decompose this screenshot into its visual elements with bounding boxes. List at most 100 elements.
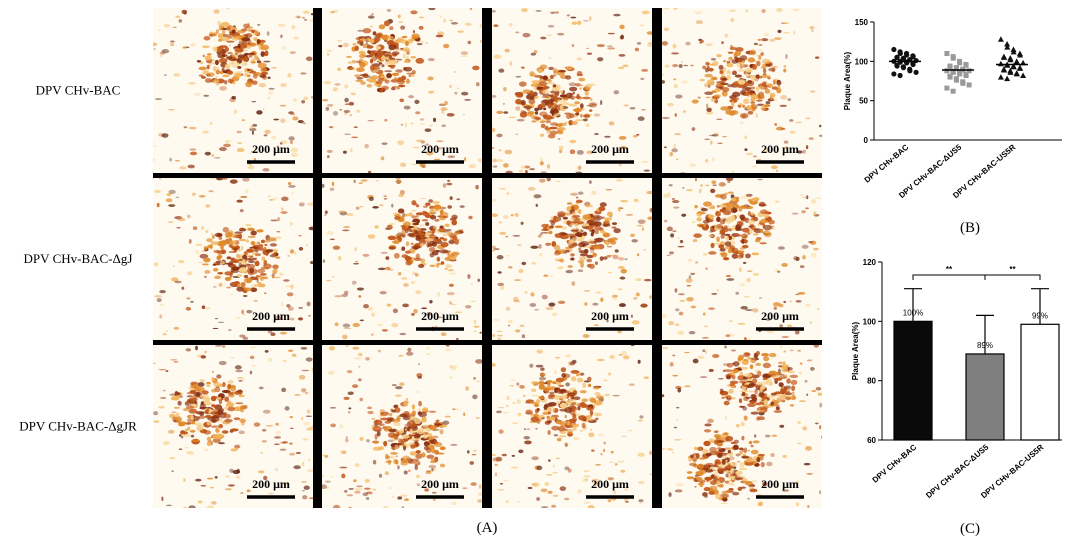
cell-speck: [461, 92, 468, 96]
plaque-speck: [717, 468, 725, 473]
cell-speck: [693, 359, 699, 364]
plaque-speck: [756, 351, 760, 355]
cell-speck: [371, 334, 373, 336]
plaque-speck: [732, 369, 739, 373]
cell-speck: [195, 250, 199, 254]
plaque-speck: [584, 84, 591, 90]
cell-speck: [353, 479, 356, 482]
cell-speck: [404, 498, 409, 501]
plaque-speck: [731, 442, 736, 444]
plaque-speck: [584, 245, 592, 247]
plaque-speck: [379, 24, 385, 29]
plaque-speck: [581, 223, 589, 226]
plaque-speck: [551, 94, 559, 98]
cell-speck: [557, 438, 562, 442]
cell-speck: [676, 407, 679, 409]
cell-speck: [557, 266, 563, 269]
cell-speck: [502, 454, 507, 457]
plaque-speck: [403, 49, 410, 51]
plaque-speck: [761, 381, 767, 385]
plaque-speck: [742, 236, 746, 239]
plaque-speck: [538, 104, 546, 108]
cell-speck: [690, 273, 695, 275]
plaque-speck: [420, 237, 427, 239]
cell-speck: [291, 192, 293, 195]
cell-speck: [681, 214, 686, 217]
cell-speck: [439, 104, 446, 107]
plaque-speck: [204, 36, 211, 41]
cell-speck: [752, 480, 758, 482]
plaque-speck: [732, 248, 739, 254]
plaque-speck: [760, 209, 768, 214]
plaque-speck: [222, 29, 225, 34]
cell-speck: [418, 363, 420, 364]
cell-speck: [463, 114, 465, 115]
plaque-speck: [759, 86, 765, 89]
cell-speck: [477, 279, 479, 282]
plaque-speck: [689, 463, 697, 466]
cell-speck: [303, 96, 309, 100]
cell-speck: [374, 225, 378, 228]
plaque-speck: [699, 225, 704, 228]
cell-speck: [705, 184, 709, 186]
cell-speck: [210, 122, 213, 125]
cell-speck: [273, 119, 279, 121]
plaque-speck: [725, 473, 728, 477]
cell-speck: [248, 165, 255, 170]
cell-speck: [498, 68, 504, 72]
cell-speck: [242, 119, 246, 121]
cell-speck: [780, 95, 787, 99]
plaque-speck: [787, 367, 793, 370]
cell-speck: [517, 119, 525, 122]
cell-speck: [306, 302, 310, 307]
cell-speck: [560, 486, 566, 491]
plaque-speck: [405, 260, 411, 266]
cell-speck: [173, 73, 180, 77]
plaque-speck: [698, 463, 704, 468]
plaque-speck: [413, 203, 418, 206]
plaque-speck: [557, 131, 563, 135]
plaque-speck: [266, 249, 273, 252]
plaque-speck: [250, 61, 257, 63]
plaque-speck: [220, 261, 225, 264]
cell-speck: [407, 348, 411, 352]
cell-speck: [559, 146, 564, 150]
cell-speck: [505, 150, 513, 155]
cell-speck: [538, 244, 541, 249]
plaque-speck: [698, 483, 705, 485]
cell-speck: [517, 399, 521, 403]
cell-speck: [450, 196, 453, 200]
plaque-speck: [761, 353, 769, 356]
plaque-speck: [403, 53, 406, 58]
plaque-speck: [578, 415, 586, 420]
plaque-speck: [538, 380, 544, 385]
cell-speck: [387, 9, 391, 12]
plaque-speck: [742, 392, 745, 396]
plaque-speck: [396, 87, 400, 89]
plaque-speck: [359, 62, 365, 68]
plaque-speck: [207, 245, 213, 248]
plaque-speck: [751, 450, 759, 455]
cell-speck: [299, 202, 305, 206]
cell-speck: [428, 7, 435, 10]
plaque-speck: [716, 480, 720, 485]
plaque-speck: [521, 100, 526, 105]
cell-speck: [609, 355, 615, 359]
plaque-speck: [405, 226, 409, 229]
plaque-speck: [205, 402, 213, 405]
cell-speck: [416, 475, 420, 479]
plaque-speck: [740, 462, 745, 467]
cell-speck: [704, 139, 710, 140]
plaque-speck: [553, 74, 556, 76]
cell-speck: [447, 180, 450, 182]
plaque-speck: [441, 261, 444, 264]
cell-speck: [783, 65, 786, 67]
plaque-speck: [421, 452, 426, 457]
plaque-speck: [566, 114, 572, 119]
plaque-speck: [408, 460, 415, 464]
cell-speck: [223, 144, 231, 148]
cell-speck: [515, 329, 520, 332]
plaque-speck: [572, 211, 576, 214]
cell-speck: [597, 44, 605, 47]
cell-speck: [522, 33, 530, 38]
